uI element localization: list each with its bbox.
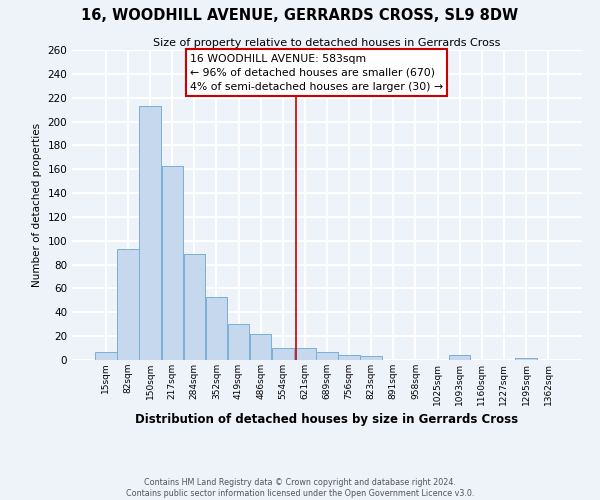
X-axis label: Distribution of detached houses by size in Gerrards Cross: Distribution of detached houses by size … — [136, 413, 518, 426]
Text: 16, WOODHILL AVENUE, GERRARDS CROSS, SL9 8DW: 16, WOODHILL AVENUE, GERRARDS CROSS, SL9… — [82, 8, 518, 22]
Bar — [272, 348, 293, 360]
Bar — [95, 352, 116, 360]
Y-axis label: Number of detached properties: Number of detached properties — [32, 123, 42, 287]
Bar — [294, 348, 316, 360]
Bar — [449, 355, 470, 360]
Bar — [161, 166, 183, 360]
Bar — [139, 106, 161, 360]
Bar — [206, 297, 227, 360]
Bar — [316, 352, 338, 360]
Bar — [184, 254, 205, 360]
Bar — [228, 324, 249, 360]
Bar — [250, 334, 271, 360]
Bar — [117, 249, 139, 360]
Bar — [361, 356, 382, 360]
Text: Contains HM Land Registry data © Crown copyright and database right 2024.
Contai: Contains HM Land Registry data © Crown c… — [126, 478, 474, 498]
Title: Size of property relative to detached houses in Gerrards Cross: Size of property relative to detached ho… — [154, 38, 500, 48]
Bar — [338, 355, 360, 360]
Text: 16 WOODHILL AVENUE: 583sqm
← 96% of detached houses are smaller (670)
4% of semi: 16 WOODHILL AVENUE: 583sqm ← 96% of deta… — [190, 54, 443, 92]
Bar — [515, 358, 537, 360]
